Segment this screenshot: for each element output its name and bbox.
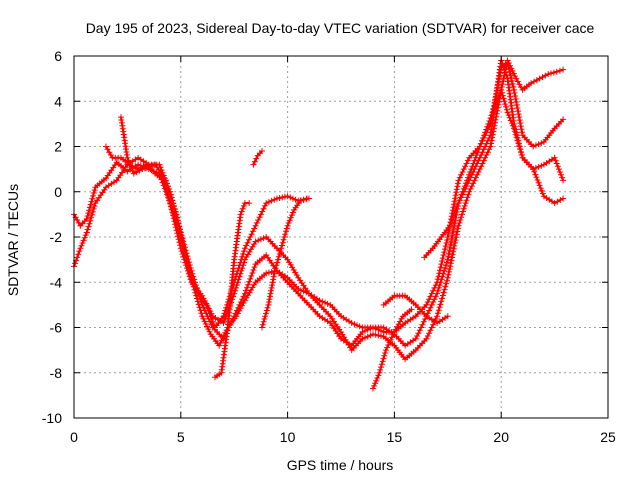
series-line: [73, 61, 564, 334]
x-tick-label: 5: [177, 429, 185, 445]
series-markers: [118, 86, 567, 363]
y-tick-label: -2: [50, 229, 63, 245]
y-tick-label: 2: [54, 139, 62, 155]
series-track-8: [370, 306, 415, 392]
series-markers: [250, 148, 265, 168]
y-tick-label: 0: [54, 184, 62, 200]
x-tick-label: 20: [493, 429, 509, 445]
x-axis-label: GPS time / hours: [287, 457, 394, 473]
series-markers: [212, 200, 253, 381]
x-tick-label: 25: [600, 429, 616, 445]
series-track-7: [259, 195, 310, 331]
series-markers: [259, 195, 310, 331]
y-tick-label: -8: [50, 365, 63, 381]
y-tick-label: -6: [50, 320, 63, 336]
y-tick-label: -4: [50, 274, 63, 290]
series-track-9: [421, 57, 567, 261]
grid: [74, 56, 608, 418]
axis-ticks: 0 5 10 15 20 25 -10 -8 -6 -4 -2 0 2 4 6: [42, 48, 616, 445]
series-markers: [370, 306, 415, 392]
series-track-4: [103, 143, 312, 331]
series-track-10: [380, 292, 451, 326]
series-line: [423, 59, 564, 259]
x-tick-label: 15: [387, 429, 403, 445]
series-markers: [421, 57, 567, 261]
series-track-5: [212, 200, 253, 381]
y-tick-label: 6: [54, 48, 62, 64]
y-axis-label: SDTVAR / TECUs: [5, 184, 21, 296]
x-tick-label: 10: [280, 429, 296, 445]
series-track-3: [118, 86, 567, 363]
x-tick-label: 0: [70, 429, 78, 445]
y-tick-label: -10: [42, 410, 62, 426]
series-markers: [380, 292, 451, 326]
data-points: [71, 57, 567, 392]
series-track-6: [250, 148, 265, 168]
y-tick-label: 4: [54, 93, 62, 109]
series-line: [119, 88, 564, 361]
chart-title: Day 195 of 2023, Sidereal Day-to-day VTE…: [86, 20, 595, 36]
